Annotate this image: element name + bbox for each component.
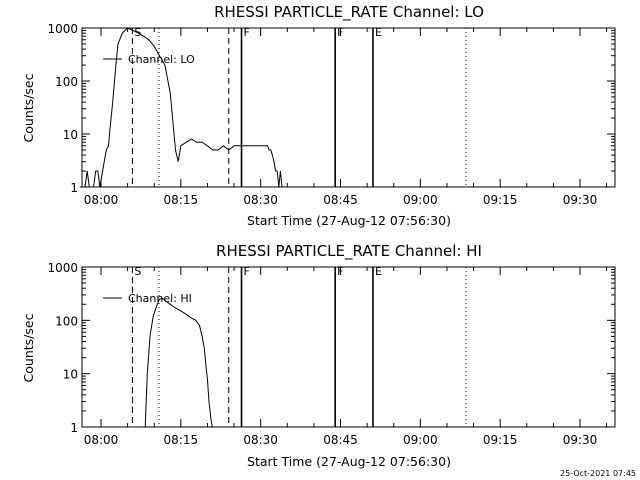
chart-title: RHESSI PARTICLE_RATE Channel: HI (216, 242, 482, 261)
plot-area: 1 10 100 1000 08:00 08:15 08:30 08:45 09:00 09:15… (47, 261, 616, 447)
y-tick-label: 10 (63, 128, 78, 142)
x-tick-label: 08:15 (164, 193, 199, 207)
series-line (144, 297, 213, 428)
y-tick-label: 10 (63, 368, 78, 382)
x-axis-label: Start Time (27-Aug-12 07:56:30) (247, 454, 451, 469)
chart-title: RHESSI PARTICLE_RATE Channel: LO (214, 3, 484, 22)
x-tick-label: 08:30 (243, 433, 278, 447)
event-marker-label: F (244, 26, 250, 39)
x-tick-label: 09:30 (563, 193, 598, 207)
x-tick-label: 09:00 (403, 433, 438, 447)
footer-timestamp: 25-Oct-2021 07:45 (560, 469, 636, 478)
x-tick-label: 09:00 (403, 193, 438, 207)
event-marker-label: F (337, 26, 343, 39)
x-tick-label: 08:30 (243, 193, 278, 207)
y-tick-label: 100 (55, 75, 78, 89)
x-tick-label: 08:00 (84, 433, 119, 447)
y-axis-label: Counts/sec (21, 73, 36, 142)
y-tick-label: 100 (55, 314, 78, 328)
y-tick-label: 1000 (47, 261, 78, 275)
x-axis-label: Start Time (27-Aug-12 07:56:30) (247, 213, 451, 228)
x-tick-label: 09:15 (483, 433, 518, 447)
event-marker-label: E (375, 26, 382, 39)
x-tick-label: 09:15 (483, 193, 518, 207)
plot-frame (81, 27, 616, 188)
series-line (79, 27, 292, 188)
x-tick-label: 08:15 (164, 433, 199, 447)
event-marker-label: F (244, 265, 250, 278)
x-tick-label: 08:45 (323, 193, 358, 207)
panel-hi: RHESSI PARTICLE_RATE Channel: HI Start T… (21, 242, 616, 469)
x-tick-label: 08:45 (323, 433, 358, 447)
y-tick-label: 1 (70, 181, 78, 195)
plot-frame (81, 266, 616, 428)
y-tick-label: 1 (70, 421, 78, 435)
x-tick-label: 09:30 (563, 433, 598, 447)
plot-area: 1 10 100 1000 08:00 08:15 08:30 08:45 09:00 09:15… (47, 22, 616, 207)
y-axis-label: Counts/sec (21, 313, 36, 382)
event-marker-label: F (337, 265, 343, 278)
x-tick-label: 08:00 (84, 193, 119, 207)
y-tick-label: 1000 (47, 22, 78, 36)
panel-lo: RHESSI PARTICLE_RATE Channel: LO Start T… (21, 3, 616, 228)
event-marker-label: E (375, 265, 382, 278)
event-marker-label: S (134, 265, 141, 278)
